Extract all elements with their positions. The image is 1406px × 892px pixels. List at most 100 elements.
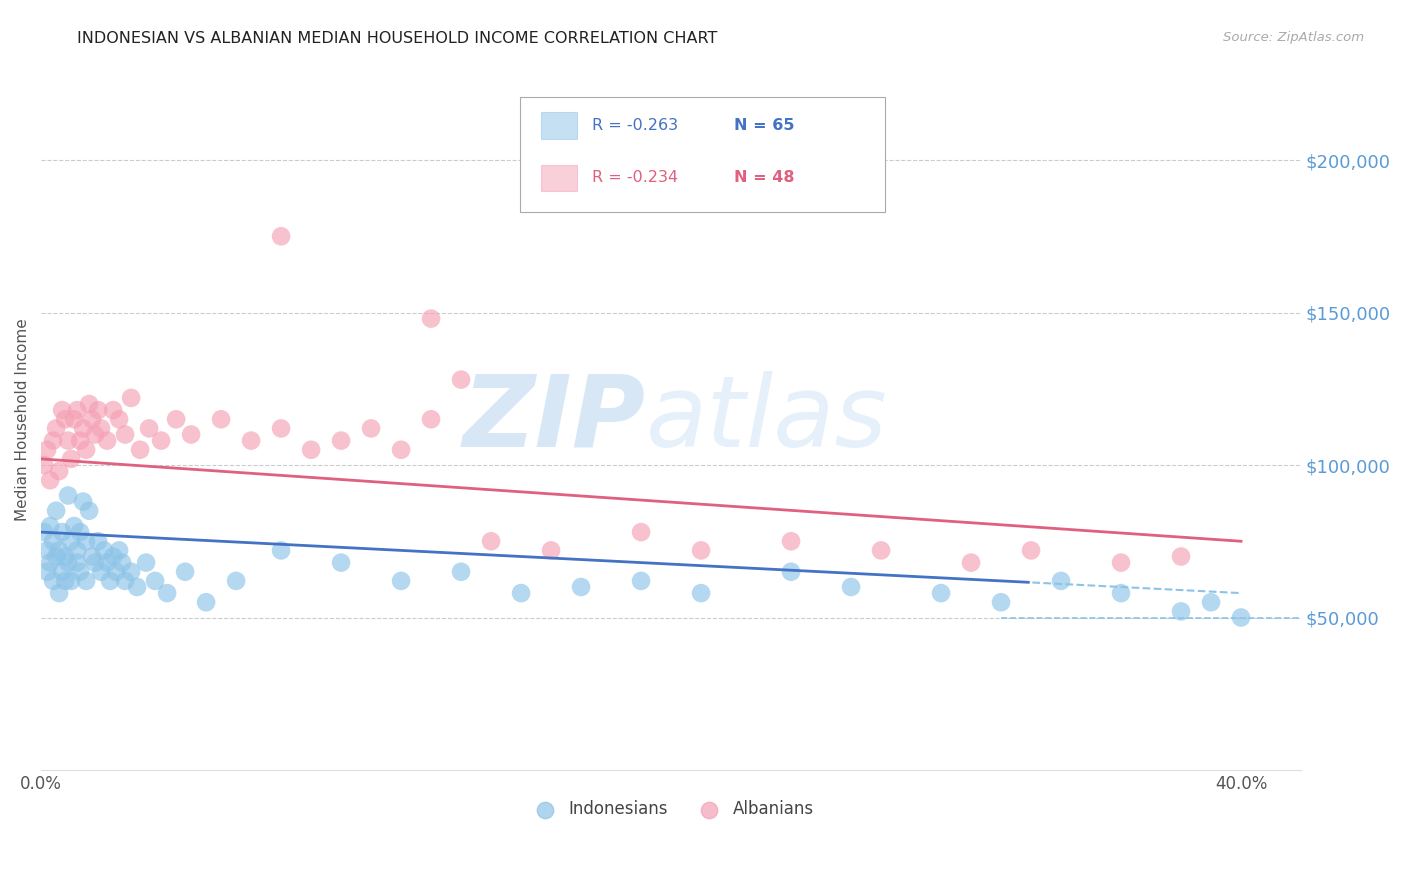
Point	[37, 442, 59, 457]
Point	[82, 412, 104, 426]
Point	[929, 586, 952, 600]
Point	[101, 403, 124, 417]
Point	[114, 427, 136, 442]
Point	[69, 525, 91, 540]
Point	[420, 311, 443, 326]
Point	[990, 595, 1012, 609]
Point	[53, 412, 76, 426]
Point	[690, 543, 713, 558]
Point	[540, 543, 562, 558]
Point	[37, 543, 59, 558]
Point	[450, 565, 472, 579]
Point	[51, 525, 73, 540]
Point	[270, 229, 292, 244]
Point	[42, 574, 65, 588]
Point	[60, 451, 83, 466]
Point	[82, 549, 104, 564]
Point	[690, 586, 713, 600]
Text: N = 48: N = 48	[734, 169, 794, 185]
Point	[98, 574, 121, 588]
Text: INDONESIAN VS ALBANIAN MEDIAN HOUSEHOLD INCOME CORRELATION CHART: INDONESIAN VS ALBANIAN MEDIAN HOUSEHOLD …	[77, 31, 717, 46]
Point	[63, 412, 86, 426]
Point	[42, 534, 65, 549]
Point	[1109, 556, 1132, 570]
Point	[96, 434, 118, 448]
Point	[960, 556, 983, 570]
Text: ZIP: ZIP	[463, 371, 645, 467]
Point	[45, 504, 67, 518]
Point	[839, 580, 862, 594]
Legend: Indonesians, Albanians: Indonesians, Albanians	[522, 794, 821, 825]
Point	[111, 556, 134, 570]
Point	[72, 421, 94, 435]
Point	[56, 434, 79, 448]
Point	[75, 534, 97, 549]
Point	[209, 412, 232, 426]
Point	[1170, 549, 1192, 564]
Point	[66, 403, 89, 417]
Point	[450, 373, 472, 387]
Point	[32, 525, 55, 540]
Point	[45, 549, 67, 564]
Point	[48, 464, 70, 478]
Point	[630, 574, 652, 588]
Point	[225, 574, 247, 588]
Point	[51, 403, 73, 417]
Point	[1109, 586, 1132, 600]
Point	[479, 534, 502, 549]
Point	[72, 494, 94, 508]
Point	[389, 574, 412, 588]
Point	[105, 565, 128, 579]
Point	[180, 427, 202, 442]
Point	[1199, 595, 1222, 609]
Point	[48, 586, 70, 600]
Point	[77, 504, 100, 518]
Point	[32, 458, 55, 472]
Point	[96, 556, 118, 570]
Point	[630, 525, 652, 540]
Point	[93, 543, 115, 558]
Point	[129, 442, 152, 457]
Point	[66, 556, 89, 570]
Point	[39, 473, 62, 487]
Point	[174, 565, 197, 579]
Point	[330, 434, 353, 448]
Point	[39, 519, 62, 533]
Point	[84, 556, 107, 570]
Point	[135, 556, 157, 570]
Point	[48, 543, 70, 558]
Point	[1050, 574, 1073, 588]
Point	[780, 565, 803, 579]
Point	[270, 421, 292, 435]
Point	[84, 427, 107, 442]
Point	[56, 556, 79, 570]
Point	[389, 442, 412, 457]
Point	[60, 534, 83, 549]
Point	[156, 586, 179, 600]
Point	[56, 489, 79, 503]
Point	[1170, 604, 1192, 618]
Text: N = 65: N = 65	[734, 118, 794, 133]
Point	[60, 574, 83, 588]
Text: Source: ZipAtlas.com: Source: ZipAtlas.com	[1223, 31, 1364, 45]
Point	[330, 556, 353, 570]
Point	[120, 391, 142, 405]
Point	[53, 549, 76, 564]
Point	[108, 412, 131, 426]
Point	[42, 434, 65, 448]
Point	[51, 565, 73, 579]
Point	[87, 534, 110, 549]
Point	[75, 442, 97, 457]
Point	[270, 543, 292, 558]
Point	[45, 421, 67, 435]
Point	[75, 574, 97, 588]
Point	[870, 543, 893, 558]
Point	[299, 442, 322, 457]
Point	[1019, 543, 1042, 558]
Text: R = -0.234: R = -0.234	[592, 169, 678, 185]
Point	[165, 412, 187, 426]
Point	[108, 543, 131, 558]
Point	[240, 434, 263, 448]
Point	[114, 574, 136, 588]
Point	[360, 421, 382, 435]
